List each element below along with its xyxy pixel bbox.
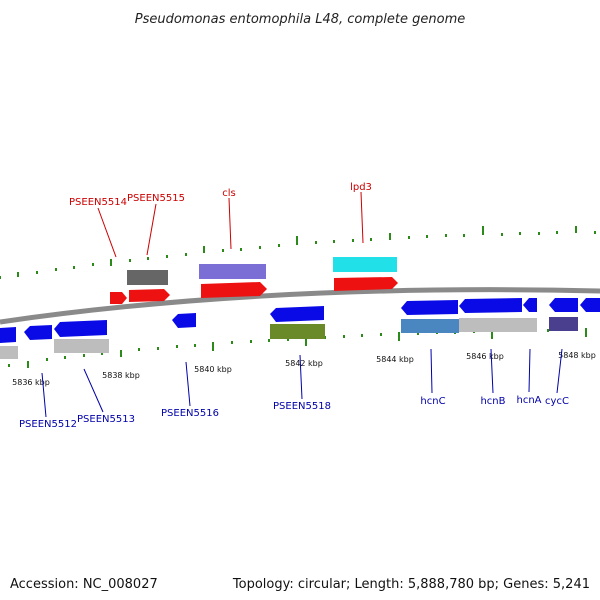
bottom-label-leaders — [41, 348, 563, 418]
gene-label-pseen5516[interactable]: PSEEN5516 — [161, 408, 219, 419]
tick-label-5848: 5848 kbp — [558, 351, 596, 360]
gene-bar-cls[interactable] — [199, 264, 266, 279]
gene-label-pseen5518[interactable]: PSEEN5518 — [273, 401, 331, 412]
gene-bar-pseen5518[interactable] — [270, 324, 325, 339]
cds-arrow-right-edge[interactable] — [580, 298, 600, 312]
gene-label-hcnB[interactable]: hcnB — [480, 396, 505, 407]
cds-arrow-pseen5518[interactable] — [270, 306, 324, 322]
gene-bar-lpd3[interactable] — [333, 257, 397, 272]
gene-label-pseen5514[interactable]: PSEEN5514 — [69, 197, 127, 208]
gene-label-cls[interactable]: cls — [222, 188, 236, 199]
gene-label-pseen5515[interactable]: PSEEN5515 — [127, 193, 185, 204]
gene-label-hcnC[interactable]: hcnC — [420, 396, 445, 407]
accession-text: Accession: NC_008027 — [10, 577, 158, 592]
gene-label-pseen5513[interactable]: PSEEN5513 — [77, 414, 135, 425]
gene-bar-hcnB[interactable] — [459, 318, 537, 332]
gene-bar-pseen5513[interactable] — [54, 339, 109, 353]
tick-label-5844: 5844 kbp — [376, 355, 414, 364]
cds-arrow-pseen5514[interactable] — [110, 292, 127, 304]
gene-label-cycC[interactable]: cycC — [545, 396, 569, 407]
cds-arrow-hcnB[interactable] — [459, 298, 522, 313]
tick-label-5846: 5846 kbp — [466, 352, 504, 361]
gene-bar-cycC[interactable] — [549, 317, 578, 331]
outer-tick-ring — [0, 226, 596, 279]
gene-bar-left-edge[interactable] — [0, 346, 18, 359]
gene-label-pseen5512[interactable]: PSEEN5512 — [19, 419, 77, 430]
tick-label-5840: 5840 kbp — [194, 365, 232, 374]
gene-label-hcnA[interactable]: hcnA — [516, 395, 541, 406]
cds-arrow-pseen5513[interactable] — [54, 320, 107, 337]
cds-arrow-pseen5516[interactable] — [172, 313, 196, 328]
cds-arrow-pseen5512[interactable] — [24, 325, 52, 340]
cds-arrow-left-edge[interactable] — [0, 327, 16, 343]
tick-label-5836: 5836 kbp — [12, 378, 50, 387]
tick-label-5842: 5842 kbp — [285, 359, 323, 368]
topology-text: Topology: circular; Length: 5,888,780 bp… — [232, 577, 590, 592]
genome-backbone — [0, 287, 600, 325]
cds-arrow-cls[interactable] — [201, 282, 267, 298]
cds-arrow-hcnA[interactable] — [523, 298, 537, 312]
cds-arrow-pseen5515[interactable] — [129, 289, 170, 302]
cds-arrow-hcnC[interactable] — [401, 300, 458, 315]
gene-bar-hcnC[interactable] — [401, 319, 459, 333]
cds-arrow-cycC[interactable] — [549, 298, 578, 312]
gene-label-lpd3[interactable]: lpd3 — [350, 182, 372, 193]
map-title: Pseudomonas entomophila L48, complete ge… — [135, 12, 466, 27]
cds-arrow-lpd3[interactable] — [334, 277, 398, 291]
gene-bar-pseen5515[interactable] — [127, 270, 168, 285]
top-label-leaders — [97, 191, 364, 258]
tick-label-5838: 5838 kbp — [102, 371, 140, 380]
